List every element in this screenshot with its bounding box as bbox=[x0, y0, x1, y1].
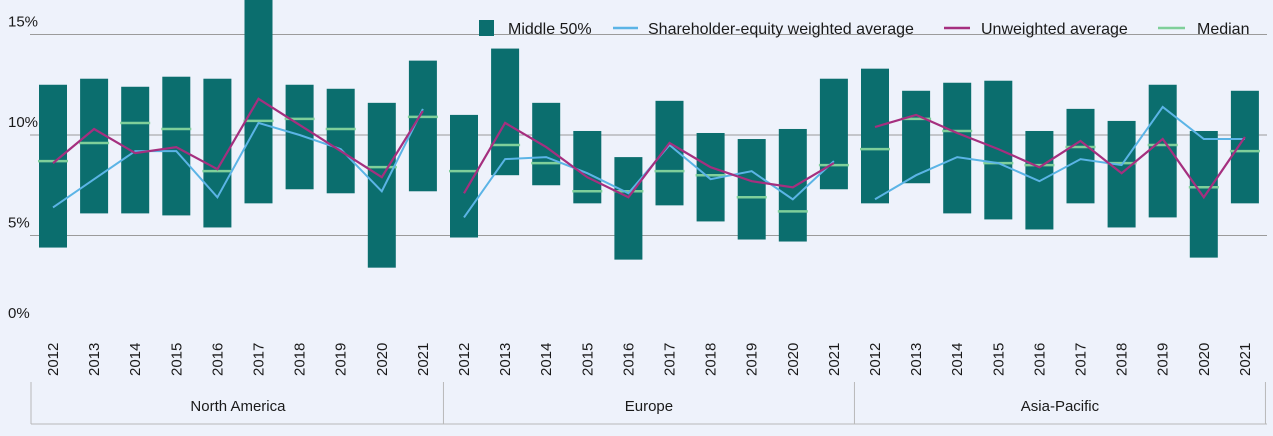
x-tick-label-0-2020: 2020 bbox=[374, 343, 391, 376]
x-tick-label-0-2017: 2017 bbox=[251, 343, 268, 376]
x-tick-label-2-2012: 2012 bbox=[867, 343, 884, 376]
x-tick-label-2-2015: 2015 bbox=[990, 343, 1007, 376]
series-line-unweighted-1 bbox=[463, 121, 835, 199]
bar-middle-50-1-2013 bbox=[491, 48, 520, 176]
x-tick-label-2-2018: 2018 bbox=[1114, 343, 1131, 376]
x-tick-label-1-2013: 2013 bbox=[497, 343, 514, 376]
x-tick-label-0-2021: 2021 bbox=[415, 343, 432, 376]
x-axis-ticks: 2012 2013 2014 2015 2016 2017 2018 2019 2020 2021… bbox=[45, 343, 1254, 376]
series-line-unweighted-2 bbox=[874, 113, 1246, 200]
bar-middle-50-2-2013 bbox=[902, 90, 931, 184]
bar-middle-50-0-2019 bbox=[326, 88, 355, 194]
bar-middle-50-1-2016 bbox=[614, 157, 643, 260]
bar-middle-50-2-2020 bbox=[1189, 130, 1218, 258]
x-tick-label-2-2017: 2017 bbox=[1073, 343, 1090, 376]
x-tick-label-0-2015: 2015 bbox=[168, 343, 185, 376]
x-tick-label-1-2019: 2019 bbox=[744, 343, 761, 376]
x-tick-label-0-2013: 2013 bbox=[86, 343, 103, 376]
bar-middle-50-1-2019 bbox=[737, 139, 766, 240]
average-lines bbox=[52, 97, 1246, 218]
x-tick-label-2-2021: 2021 bbox=[1237, 343, 1254, 376]
x-tick-label-0-2018: 2018 bbox=[292, 343, 309, 376]
y-tick-label-10: 10% bbox=[8, 114, 38, 131]
x-tick-label-2-2020: 2020 bbox=[1196, 343, 1213, 376]
series-line-weighted-0 bbox=[52, 108, 424, 209]
x-tick-label-0-2014: 2014 bbox=[127, 343, 144, 376]
x-tick-label-1-2018: 2018 bbox=[703, 343, 720, 376]
bar-middle-50-0-2012 bbox=[39, 84, 67, 248]
legend-label-weighted-average: Shareholder-equity weighted average bbox=[648, 21, 914, 38]
group-label-0: North America bbox=[190, 398, 286, 415]
x-tick-label-1-2016: 2016 bbox=[620, 343, 637, 376]
bar-middle-50-0-2018 bbox=[285, 84, 314, 190]
y-tick-label-5: 5% bbox=[8, 215, 30, 232]
y-axis-ticks: 0% 5% 10% 15% bbox=[8, 14, 38, 323]
x-tick-label-0-2012: 2012 bbox=[45, 343, 62, 376]
group-label-1: Europe bbox=[625, 398, 673, 415]
bar-middle-50-0-2014 bbox=[121, 86, 150, 214]
y-tick-label-15: 15% bbox=[8, 14, 38, 31]
bar-middle-50-2-2012 bbox=[861, 68, 889, 204]
group-label-2: Asia-Pacific bbox=[1021, 398, 1100, 415]
bar-middle-50-2-2017 bbox=[1066, 108, 1095, 204]
group-axis: North America Europe Asia-Pacific bbox=[30, 382, 1267, 425]
middle-50-bars bbox=[39, 0, 1259, 268]
legend-label-median: Median bbox=[1197, 21, 1249, 38]
bar-middle-50-2-2014 bbox=[943, 82, 972, 214]
x-tick-label-1-2012: 2012 bbox=[456, 343, 473, 376]
x-tick-label-0-2019: 2019 bbox=[333, 343, 350, 376]
x-tick-label-1-2020: 2020 bbox=[785, 343, 802, 376]
x-tick-label-1-2017: 2017 bbox=[662, 343, 679, 376]
x-tick-label-2-2013: 2013 bbox=[908, 343, 925, 376]
x-tick-label-2-2019: 2019 bbox=[1155, 343, 1172, 376]
series-line-unweighted-0 bbox=[52, 97, 424, 179]
series-line-weighted-1 bbox=[463, 143, 835, 218]
bar-middle-50-1-2014 bbox=[532, 102, 561, 186]
x-tick-label-2-2014: 2014 bbox=[949, 343, 966, 376]
legend-label-unweighted-average: Unweighted average bbox=[981, 21, 1128, 38]
bar-middle-50-1-2021 bbox=[819, 78, 848, 190]
legend-swatch-middle-50 bbox=[479, 20, 494, 36]
bar-middle-50-0-2020 bbox=[367, 102, 396, 268]
legend-label-middle-50: Middle 50% bbox=[508, 21, 592, 38]
x-tick-label-1-2015: 2015 bbox=[579, 343, 596, 376]
x-tick-label-1-2014: 2014 bbox=[538, 343, 555, 376]
bar-middle-50-0-2013 bbox=[80, 78, 109, 214]
bar-middle-50-2-2021 bbox=[1230, 90, 1259, 204]
x-tick-label-1-2021: 2021 bbox=[826, 343, 843, 376]
series-line-weighted-2 bbox=[874, 105, 1245, 201]
legend: Middle 50% Shareholder-equity weighted a… bbox=[479, 20, 1249, 38]
bar-middle-50-0-2017 bbox=[244, 0, 273, 204]
y-tick-label-0: 0% bbox=[8, 305, 30, 322]
x-tick-label-0-2016: 2016 bbox=[209, 343, 226, 376]
x-tick-label-2-2016: 2016 bbox=[1031, 343, 1048, 376]
